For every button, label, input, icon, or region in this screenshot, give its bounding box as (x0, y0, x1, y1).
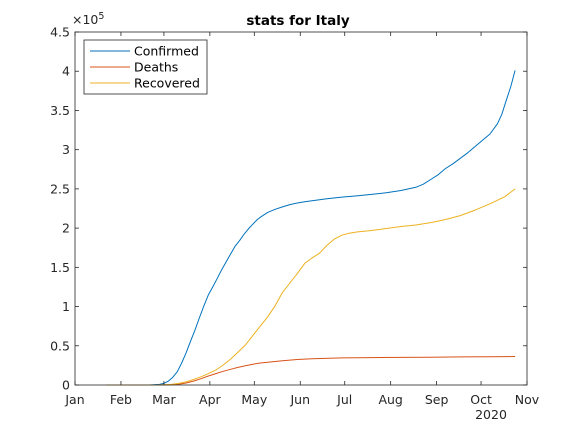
ticks-layer: Jan Feb Mar Apr May Jun Jul Aug Sep Oct Nov 0 0.5 1 1.… (50, 25, 540, 408)
x-tick-label: Apr (199, 392, 221, 407)
y-tick-label: 1 (62, 299, 70, 314)
y-tick-label: 2.5 (50, 181, 70, 196)
y-tick-label: 4 (62, 64, 70, 79)
x-tick-label: May (241, 392, 267, 407)
y-tick-label: 0 (62, 378, 70, 393)
series-line-recovered (106, 188, 516, 386)
x-tick-label: Sep (425, 392, 449, 407)
x-tick-label: Mar (152, 392, 176, 407)
x-tick-label: Aug (378, 392, 402, 407)
legend-label-confirmed: Confirmed (134, 44, 199, 59)
y-exponent-base: ×105 (72, 11, 104, 27)
x-tick-label: Jul (336, 392, 352, 407)
x-tick-label: Jan (64, 392, 84, 407)
legend-label-deaths: Deaths (134, 60, 178, 75)
x-tick-label: Nov (515, 392, 540, 407)
y-tick-label: 4.5 (50, 25, 70, 40)
series-line-deaths (106, 356, 516, 386)
series-line-confirmed (106, 70, 516, 386)
chart-title: stats for Italy (246, 13, 350, 29)
y-tick-label: 3 (62, 142, 70, 157)
x-tick-label: Jun (289, 392, 310, 407)
x-tick-label: Oct (470, 392, 492, 407)
legend-label-recovered: Recovered (134, 76, 200, 91)
y-tick-label: 1.5 (50, 260, 70, 275)
y-tick-label: 3.5 (50, 103, 70, 118)
x-tick-label: Feb (110, 392, 132, 407)
y-tick-label: 0.5 (50, 338, 70, 353)
series-layer (106, 70, 516, 386)
x-year-label: 2020 (475, 407, 507, 422)
y-tick-label: 2 (62, 221, 70, 236)
axes-box (74, 31, 528, 386)
